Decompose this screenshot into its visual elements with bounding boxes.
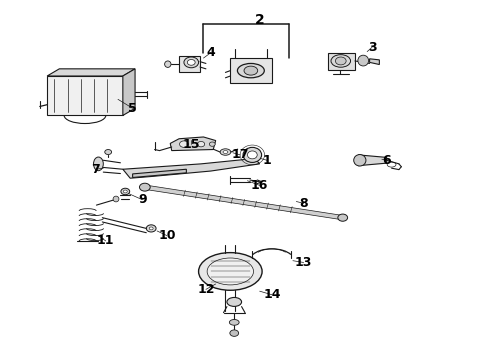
Text: 9: 9 bbox=[138, 193, 147, 206]
Ellipse shape bbox=[165, 61, 171, 67]
Text: 12: 12 bbox=[197, 283, 215, 296]
Polygon shape bbox=[328, 53, 355, 69]
Polygon shape bbox=[369, 59, 379, 64]
Text: 8: 8 bbox=[299, 197, 308, 210]
Ellipse shape bbox=[121, 188, 130, 195]
Polygon shape bbox=[47, 76, 123, 116]
Ellipse shape bbox=[105, 149, 112, 154]
Ellipse shape bbox=[243, 147, 262, 162]
Ellipse shape bbox=[331, 55, 350, 67]
Ellipse shape bbox=[358, 55, 368, 66]
Polygon shape bbox=[170, 137, 216, 150]
Text: 7: 7 bbox=[92, 163, 100, 176]
Text: 1: 1 bbox=[263, 154, 271, 167]
Ellipse shape bbox=[113, 196, 119, 202]
Ellipse shape bbox=[123, 190, 127, 193]
Polygon shape bbox=[358, 155, 387, 166]
Text: 13: 13 bbox=[295, 256, 312, 269]
Ellipse shape bbox=[354, 154, 366, 166]
Ellipse shape bbox=[230, 330, 239, 336]
Ellipse shape bbox=[220, 149, 231, 155]
Polygon shape bbox=[47, 69, 135, 76]
Ellipse shape bbox=[179, 141, 188, 147]
Text: 14: 14 bbox=[263, 288, 281, 301]
Ellipse shape bbox=[197, 141, 205, 147]
Polygon shape bbox=[179, 56, 200, 72]
Text: 11: 11 bbox=[97, 234, 115, 247]
Text: 17: 17 bbox=[231, 148, 249, 161]
Ellipse shape bbox=[247, 151, 257, 159]
Ellipse shape bbox=[198, 253, 262, 290]
Text: 3: 3 bbox=[368, 41, 376, 54]
Text: 2: 2 bbox=[255, 13, 265, 27]
Ellipse shape bbox=[238, 63, 264, 78]
Text: 10: 10 bbox=[158, 229, 175, 242]
Ellipse shape bbox=[244, 66, 258, 75]
Polygon shape bbox=[144, 185, 343, 220]
Ellipse shape bbox=[94, 157, 103, 171]
Text: 5: 5 bbox=[128, 102, 137, 115]
Ellipse shape bbox=[338, 214, 347, 221]
Polygon shape bbox=[133, 169, 186, 177]
Text: 16: 16 bbox=[251, 179, 269, 192]
Polygon shape bbox=[123, 69, 135, 116]
Ellipse shape bbox=[147, 225, 156, 232]
Ellipse shape bbox=[184, 57, 198, 68]
Polygon shape bbox=[230, 58, 272, 83]
Ellipse shape bbox=[229, 319, 239, 325]
Ellipse shape bbox=[140, 183, 150, 191]
Polygon shape bbox=[123, 158, 260, 178]
Ellipse shape bbox=[207, 258, 253, 285]
Ellipse shape bbox=[149, 227, 153, 230]
Ellipse shape bbox=[187, 59, 195, 65]
Text: 15: 15 bbox=[182, 138, 200, 150]
Ellipse shape bbox=[227, 297, 242, 306]
Text: 4: 4 bbox=[206, 46, 215, 59]
Text: 6: 6 bbox=[382, 154, 391, 167]
Ellipse shape bbox=[209, 142, 215, 146]
Ellipse shape bbox=[335, 57, 346, 65]
Ellipse shape bbox=[223, 150, 228, 153]
